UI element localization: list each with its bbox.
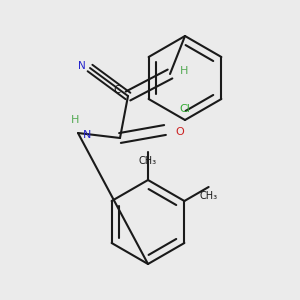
Text: N: N xyxy=(83,130,92,140)
Text: H: H xyxy=(180,66,188,76)
Text: H: H xyxy=(71,115,79,125)
Text: O: O xyxy=(175,127,184,137)
Text: C: C xyxy=(113,85,120,95)
Text: Cl: Cl xyxy=(180,104,190,114)
Text: CH₃: CH₃ xyxy=(139,156,157,166)
Text: N: N xyxy=(78,61,86,71)
Text: CH₃: CH₃ xyxy=(200,191,218,201)
